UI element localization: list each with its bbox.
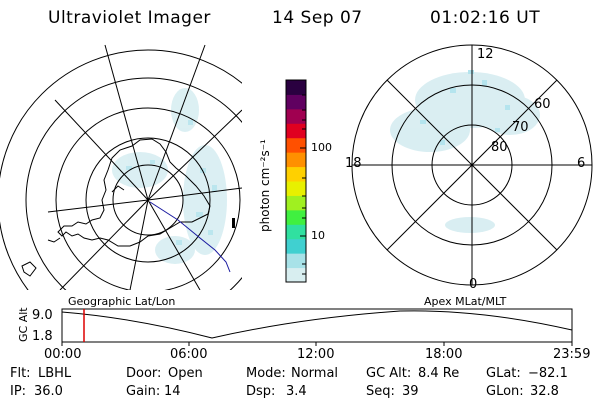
colorbar-segment [286, 108, 306, 124]
glon-label: GLon: [486, 384, 524, 399]
xtick-1200: 12:00 [297, 347, 335, 362]
coastline-outline [57, 138, 211, 247]
ip-label: IP: [10, 384, 27, 399]
date-label: 14 Sep 07 [272, 8, 363, 28]
orbit-track [149, 201, 231, 273]
colorbar-segment [286, 253, 306, 269]
seq-label: Seq: [366, 384, 395, 399]
mlt-label-6: 6 [577, 156, 586, 171]
colorbar-segment [286, 80, 306, 95]
colorbar-segment [286, 166, 306, 182]
flt-value: LBHL [38, 366, 72, 381]
glat-value: −82.1 [528, 366, 568, 381]
door-value: Open [168, 366, 203, 381]
flt-label: Flt: [10, 366, 31, 381]
xtick-0600: 06:00 [170, 347, 208, 362]
meridian-lines [47, 44, 242, 290]
right-panel-caption: Apex MLat/MLT [424, 295, 507, 308]
mode-label: Mode: [246, 366, 286, 381]
colorbar-tick-10: 10 [311, 229, 325, 242]
spacecraft-marker [232, 218, 235, 228]
timeline-ylabel: GC Alt [17, 307, 30, 342]
colorbar-ticks [300, 94, 306, 275]
ip-value: 36.0 [34, 384, 63, 399]
instrument-title: Ultraviolet Imager [48, 8, 211, 28]
timeline-ticks [61, 342, 573, 346]
door-label: Door: [126, 366, 162, 381]
colorbar-tick-100: 100 [311, 141, 332, 154]
gain-value: 14 [164, 384, 181, 399]
colorbar-segment [286, 238, 306, 254]
timeline-frame [61, 308, 573, 343]
glon-value: 32.8 [530, 384, 559, 399]
mlt-label-0: 0 [469, 277, 478, 292]
dsp-label: Dsp: [246, 384, 276, 399]
colorbar-segment [286, 137, 306, 153]
colorbar-segment [286, 224, 306, 240]
geographic-map [0, 44, 242, 290]
latitude-circles [0, 49, 242, 290]
colorbar-segment [286, 152, 306, 168]
seq-value: 39 [402, 384, 419, 399]
mlt-label-12: 12 [477, 47, 494, 62]
mode-value: Normal [291, 366, 339, 381]
colorbar-segment [286, 181, 306, 196]
colorbar-segment [286, 209, 306, 225]
xtick-2359: 23:59 [553, 347, 591, 362]
colorbar-segment [286, 94, 306, 110]
altitude-curve [61, 310, 573, 339]
mlat-label-70: 70 [512, 120, 529, 135]
mlt-label-18: 18 [345, 156, 362, 171]
gcalt-label: GC Alt: [366, 366, 412, 381]
time-label: 01:02:16 UT [430, 8, 541, 28]
mlat-label-80: 80 [491, 140, 508, 155]
mlt-spokes [352, 45, 592, 285]
mlat-label-60: 60 [534, 97, 551, 112]
gain-label: Gain: [126, 384, 161, 399]
colorbar [286, 80, 306, 283]
colorbar-segment [286, 267, 306, 283]
colorbar-segment [286, 195, 306, 211]
gcalt-value: 8.4 Re [418, 366, 460, 381]
left-panel-caption: Geographic Lat/Lon [68, 295, 176, 308]
colorbar-segment [286, 123, 306, 139]
ytick-1-8: 1.8 [32, 329, 53, 344]
xtick-0000: 00:00 [44, 347, 82, 362]
xtick-1800: 18:00 [425, 347, 463, 362]
dsp-value: 3.4 [286, 384, 307, 399]
glat-label: GLat: [486, 366, 521, 381]
magnetic-polar-plot [390, 70, 540, 233]
ytick-9: 9.0 [32, 308, 53, 323]
